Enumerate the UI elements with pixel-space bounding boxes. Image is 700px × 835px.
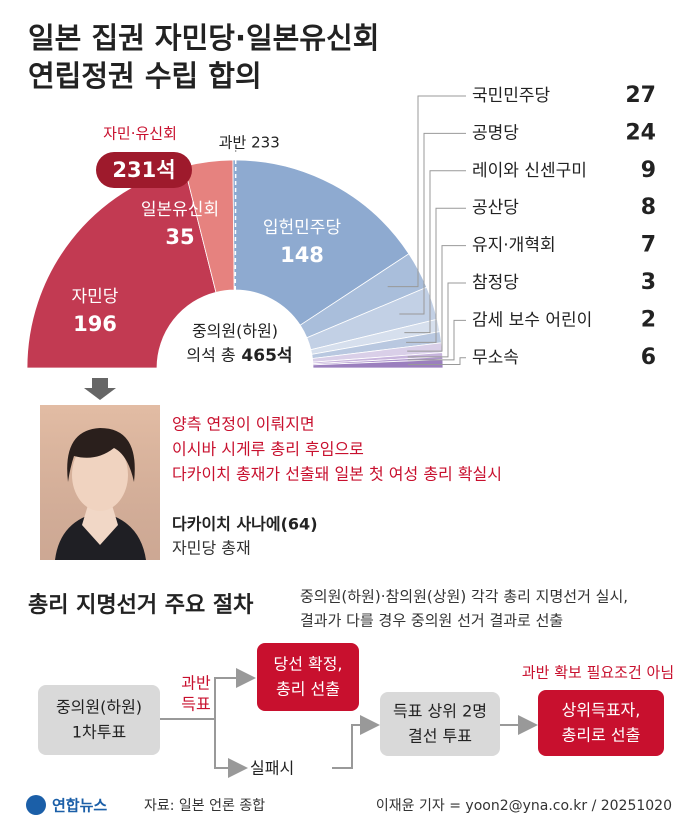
legend-value: 7 xyxy=(641,233,656,258)
segment-label: 일본유신회 xyxy=(141,200,219,220)
flow-label: 득표 xyxy=(181,695,210,714)
legend-label: 공산당 xyxy=(472,198,519,218)
flow-box-text: 당선 확정, xyxy=(273,655,342,674)
total-value: 465석 xyxy=(241,346,292,366)
logo-mark xyxy=(26,795,46,815)
title-line: 일본 집권 자민당·일본유신회 xyxy=(28,21,379,55)
quote-line: 다카이치 총재가 선출돼 일본 첫 여성 총리 확실시 xyxy=(172,465,502,484)
logo: 연합뉴스 xyxy=(52,797,107,815)
total-label: 중의원(하원) xyxy=(192,322,278,341)
flow-box-text: 결선 투표 xyxy=(408,727,472,746)
credit: 이재윤 기자 = yoon2@yna.co.kr / 20251020 xyxy=(376,798,672,814)
coalition-value: 231석 xyxy=(112,158,175,182)
flow-label: 실패시 xyxy=(250,759,294,778)
flow-box-text: 중의원(하원) xyxy=(56,698,142,717)
segment-label: 자민당 xyxy=(72,287,119,307)
flow-box xyxy=(257,643,359,711)
flow-box-text: 득표 상위 2명 xyxy=(393,702,487,721)
procedure-note: 중의원(하원)·참의원(상원) 각각 총리 지명선거 실시, xyxy=(300,588,628,606)
legend-value: 2 xyxy=(641,307,656,332)
procedure-title: 총리 지명선거 주요 절차 xyxy=(28,593,254,618)
legend-value: 3 xyxy=(641,270,656,295)
legend-value: 8 xyxy=(641,195,656,220)
flow-box-text: 총리로 선출 xyxy=(562,726,641,745)
legend-value: 9 xyxy=(641,158,656,183)
flow-note: 과반 확보 필요조건 아님 xyxy=(522,664,674,682)
flow-box xyxy=(38,685,160,755)
title-line: 연립정권 수립 합의 xyxy=(28,59,262,93)
total-label: 의석 총 xyxy=(186,346,235,365)
legend-value: 24 xyxy=(625,120,656,145)
coalition-name: 자민·유신회 xyxy=(103,125,177,143)
legend-label: 감세 보수 어린이 xyxy=(472,310,592,330)
segment-label: 입헌민주당 xyxy=(263,218,342,238)
procedure-note: 결과가 다를 경우 중의원 선거 결과로 선출 xyxy=(300,612,563,630)
profile-role: 자민당 총재 xyxy=(172,539,251,558)
flow-box-text: 총리 선출 xyxy=(276,680,340,699)
segment-value: 148 xyxy=(280,243,324,267)
legend-value: 27 xyxy=(625,83,656,108)
profile-name: 다카이치 사나에(64) xyxy=(172,515,318,534)
legend-label: 국민민주당 xyxy=(472,86,551,106)
segment-value: 196 xyxy=(73,312,117,336)
quote-line: 이시바 시게루 총리 후임으로 xyxy=(172,440,364,459)
flow-box-text: 상위득표자, xyxy=(562,701,641,720)
legend-value: 6 xyxy=(641,345,656,370)
segment-value: 35 xyxy=(165,225,194,249)
majority-label: 과반 233 xyxy=(219,134,280,152)
quote-line: 양측 연정이 이뤄지면 xyxy=(172,415,315,434)
source: 자료: 일본 언론 종합 xyxy=(144,798,265,814)
flow-box-text: 1차투표 xyxy=(72,723,126,742)
legend-label: 참정당 xyxy=(472,273,519,293)
portrait xyxy=(40,405,160,560)
legend-label: 공명당 xyxy=(472,123,519,143)
flow-label: 과반 xyxy=(181,674,211,693)
legend-label: 무소속 xyxy=(472,348,519,368)
legend-label: 레이와 신센구미 xyxy=(472,161,587,181)
legend-label: 유지·개혁회 xyxy=(472,236,556,256)
